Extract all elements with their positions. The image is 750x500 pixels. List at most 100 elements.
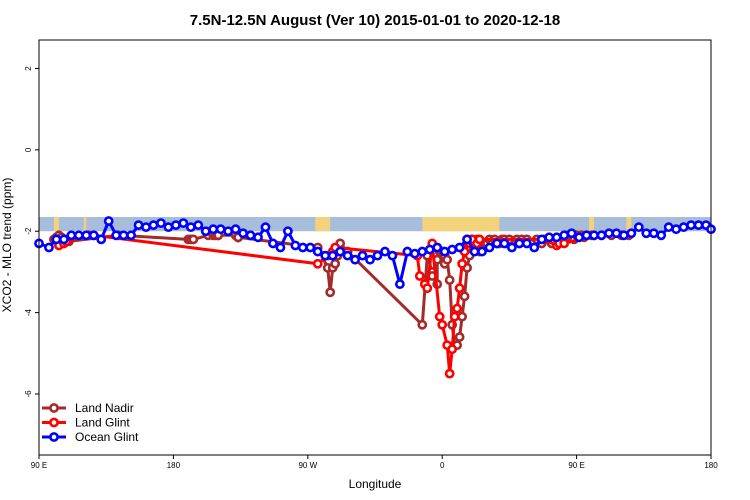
data-point <box>551 232 562 243</box>
data-point <box>312 258 323 269</box>
data-point <box>678 222 689 233</box>
data-point <box>208 224 219 235</box>
data-point <box>454 332 465 342</box>
data-point <box>581 230 592 241</box>
data-point <box>394 279 405 290</box>
data-point <box>402 246 413 257</box>
data-point <box>268 238 278 249</box>
legend-marker <box>49 403 59 413</box>
data-point <box>325 287 336 298</box>
data-point <box>141 222 151 233</box>
y-tick-label: -2 <box>24 227 33 235</box>
data-point <box>414 271 425 281</box>
data-point <box>604 228 614 239</box>
data-point <box>81 230 92 241</box>
data-point <box>275 242 286 253</box>
data-point <box>357 250 368 261</box>
data-point <box>178 218 189 228</box>
data-point <box>305 242 316 253</box>
data-point <box>282 226 293 237</box>
data-point <box>417 246 428 257</box>
data-point <box>185 222 196 233</box>
data-point <box>499 238 510 249</box>
y-axis-label: XCO2 - MLO trend (ppm) <box>0 178 14 313</box>
x-axis: 90 E 180 90 W 0 90 E 180 <box>31 455 718 470</box>
map-land-segment <box>626 216 632 232</box>
data-point <box>133 220 144 231</box>
data-point <box>462 234 472 245</box>
data-point <box>648 228 659 239</box>
x-tick-label: 180 <box>704 461 718 470</box>
data-point <box>693 220 704 231</box>
plot-area <box>34 39 716 456</box>
x-tick-label: 90 E <box>568 461 584 470</box>
data-point <box>452 303 463 314</box>
data-point <box>459 291 470 302</box>
data-point <box>327 250 338 261</box>
data-point <box>320 250 331 261</box>
x-axis-label: Longitude <box>349 477 402 491</box>
data-point <box>434 311 445 322</box>
data-point <box>330 258 341 269</box>
y-tick-label: -4 <box>24 308 33 316</box>
data-point <box>103 216 114 226</box>
y-tick-label: 0 <box>24 147 33 152</box>
data-point <box>454 242 465 253</box>
data-point <box>51 234 62 245</box>
data-point <box>656 230 667 241</box>
map-land-band <box>53 216 632 232</box>
data-point <box>469 246 480 257</box>
data-point <box>170 220 181 231</box>
data-point <box>335 246 346 257</box>
data-point <box>422 283 433 294</box>
y-axis: 2 0 -2 -4 -6 <box>24 66 39 398</box>
x-tick-label: 90 E <box>31 461 47 470</box>
legend-item: Land Nadir <box>42 401 134 415</box>
data-point <box>544 232 555 243</box>
y-tick-label: 2 <box>24 66 33 71</box>
data-point <box>163 222 174 233</box>
plot-frame <box>38 39 712 456</box>
x-tick-label: 90 W <box>298 461 317 470</box>
map-land-segment <box>53 216 59 232</box>
data-point <box>215 224 226 235</box>
legend-label: Land Nadir <box>75 401 134 415</box>
map-land-segment <box>422 216 500 232</box>
map-land-segment <box>83 216 87 232</box>
data-point <box>73 230 84 241</box>
legend-item: Land Glint <box>42 416 130 430</box>
data-point <box>447 344 458 355</box>
data-point <box>253 232 263 243</box>
data-point <box>618 230 629 241</box>
data-point <box>589 230 599 241</box>
data-point <box>44 242 54 253</box>
data-point <box>454 283 465 294</box>
data-point <box>514 238 525 249</box>
data-point <box>342 250 353 261</box>
data-point <box>437 319 448 330</box>
data-point <box>574 232 584 243</box>
data-point <box>626 228 637 239</box>
data-point <box>559 230 570 241</box>
data-point <box>350 254 360 265</box>
data-point <box>641 228 652 239</box>
data-point <box>686 220 696 231</box>
data-point <box>417 319 428 330</box>
data-point <box>230 224 241 235</box>
data-point <box>260 222 271 233</box>
data-point <box>58 234 69 245</box>
data-point <box>290 240 301 251</box>
data-point <box>506 242 517 253</box>
data-point <box>188 234 199 245</box>
map-land-segment <box>315 216 331 232</box>
data-point <box>442 254 453 265</box>
y-tick-label: -6 <box>24 390 33 398</box>
data-point <box>238 228 248 239</box>
legend-label: Ocean Glint <box>75 430 139 444</box>
data-point <box>148 220 159 231</box>
data-point <box>223 226 234 237</box>
data-point <box>200 226 211 237</box>
data-point <box>449 311 460 322</box>
